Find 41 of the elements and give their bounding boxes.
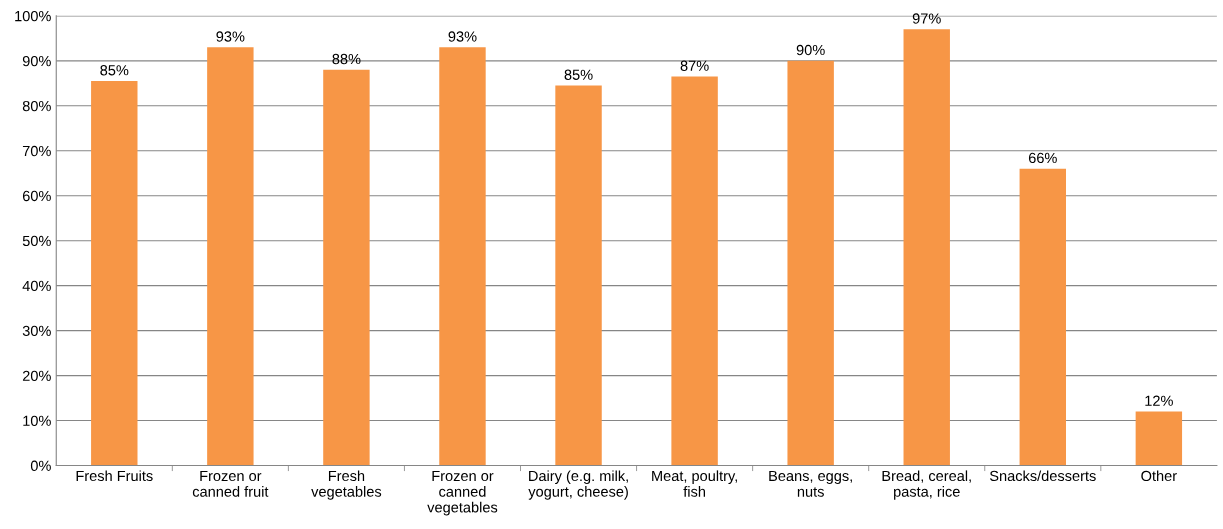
x-tick-label: Bread, cereal, pasta, rice [882, 470, 971, 500]
data-label: 93% [448, 31, 477, 42]
y-tick-label: 90% [22, 55, 51, 67]
data-label: 85% [564, 69, 593, 80]
y-tick-label: 40% [22, 280, 51, 292]
bar [207, 47, 254, 466]
x-tick-label: Fresh vegetables [311, 470, 382, 500]
bar [1019, 168, 1066, 466]
x-tick-label: Fresh Fruits [76, 470, 153, 482]
y-tick-label: 20% [22, 370, 51, 382]
x-tick-label: Other [1141, 470, 1177, 482]
bar [903, 29, 950, 466]
x-tick-label: Dairy (e.g. milk, yogurt, cheese) [528, 470, 628, 500]
data-label: 90% [796, 44, 825, 56]
data-label: 88% [332, 53, 361, 65]
bar [439, 47, 486, 466]
y-tick-label: 80% [22, 100, 51, 112]
data-label: 85% [100, 65, 129, 76]
bar [1135, 411, 1183, 466]
y-tick-label: 50% [22, 235, 51, 247]
data-label: 66% [1028, 152, 1057, 164]
data-label: 97% [912, 13, 941, 24]
data-label: 93% [216, 31, 245, 42]
bar [323, 69, 370, 466]
y-tick-label: 70% [22, 145, 51, 157]
x-tick-label: Beans, eggs, nuts [769, 470, 852, 497]
x-tick-label: Frozen or canned vegetables [427, 470, 498, 516]
bar [787, 60, 834, 466]
data-label: 12% [1145, 395, 1173, 406]
y-tick-label: 10% [23, 415, 51, 426]
bar [91, 81, 138, 466]
y-tick-label: 0% [30, 460, 51, 471]
y-tick-label: 100% [15, 10, 51, 22]
data-label: 87% [680, 60, 709, 71]
x-tick-label: Frozen or canned fruit [192, 470, 269, 497]
x-tick-label: Meat, poultry, fish [652, 470, 737, 497]
bar [671, 76, 718, 466]
x-tick-label: Snacks/desserts [989, 470, 1096, 482]
bar [555, 85, 602, 466]
y-tick-label: 30% [22, 325, 51, 337]
y-tick-label: 60% [22, 190, 51, 202]
